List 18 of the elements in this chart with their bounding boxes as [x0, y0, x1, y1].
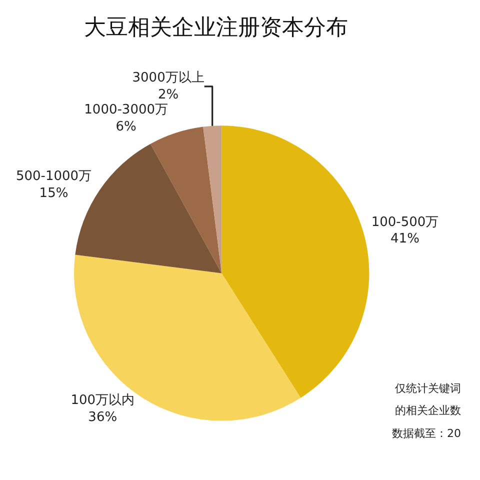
pie-slice [150, 126, 222, 274]
chart-title: 大豆相关企业注册资本分布 [84, 16, 348, 41]
data-label: 36% [88, 410, 118, 426]
slice-label: 500-1000万 [16, 169, 92, 184]
slice-label: 3000万以上 [132, 70, 204, 86]
text: 数据截至：20 [392, 427, 461, 440]
data-label: 2% [158, 87, 179, 102]
data-label: 41% [390, 232, 420, 247]
text: 仅统计关键词 [395, 382, 461, 395]
pie-slice [74, 254, 301, 421]
data-label: 6% [116, 119, 136, 134]
text: 的相关企业数 [395, 404, 461, 417]
pie-slice [203, 126, 222, 274]
slice-label: 100-500万 [371, 214, 439, 230]
slice-label: 100万以内 [70, 393, 135, 408]
data-label: 15% [39, 186, 68, 202]
pie-slice [222, 126, 370, 398]
slice-label: 1000-3000万 [84, 102, 168, 118]
